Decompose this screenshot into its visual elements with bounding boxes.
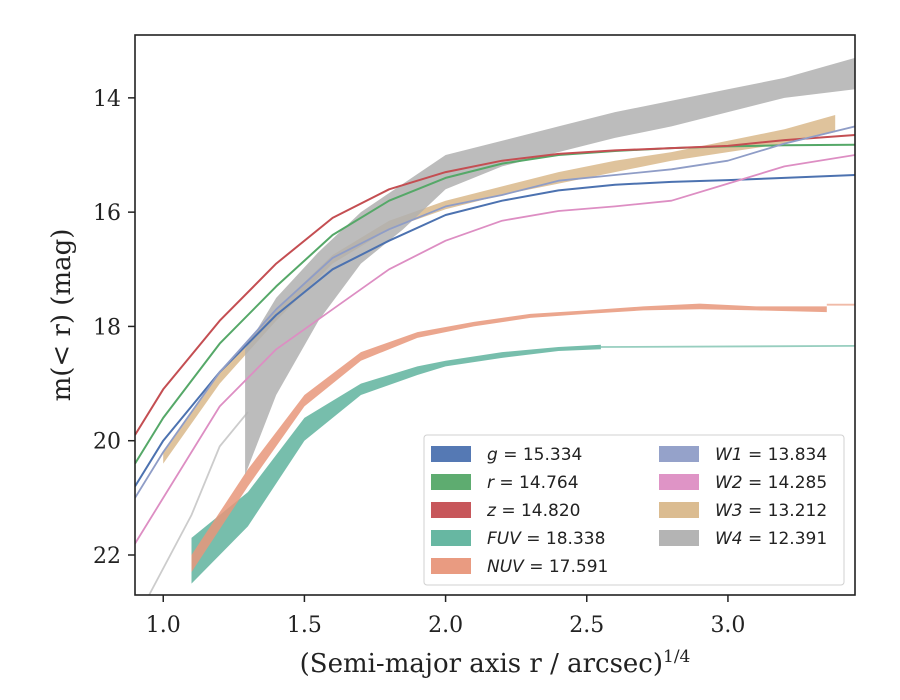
x-tick-label: 1.0 [146, 613, 181, 638]
x-axis-label: (Semi-major axis r / arcsec)1/4 [300, 647, 691, 679]
x-axis-ticks: 1.0 1.5 2.0 2.5 3.0 [146, 595, 745, 638]
y-tick-label: 16 [93, 201, 121, 226]
series-fuv-band [191, 344, 601, 584]
y-tick-label: 20 [93, 430, 121, 455]
legend-label-w2: W2 = 14.285 [715, 473, 827, 493]
series-z-line [135, 134, 855, 436]
legend-swatch-g [431, 446, 471, 462]
y-tick-label: 22 [93, 544, 121, 569]
y-axis-label: m(< r) (mag) [47, 229, 77, 402]
x-tick-label: 1.5 [287, 613, 322, 638]
legend-swatch-nuv [431, 558, 471, 574]
legend-swatch-z [431, 502, 471, 518]
legend-label-r: r = 14.764 [487, 473, 579, 493]
y-tick-label: 18 [93, 315, 121, 340]
x-tick-label: 2.5 [569, 613, 604, 638]
legend-label-g: g = 15.334 [487, 445, 582, 465]
x-tick-label: 3.0 [710, 613, 745, 638]
series-w1-line [135, 125, 855, 499]
legend-swatch-r [431, 474, 471, 490]
legend-label-nuv: NUV = 17.591 [487, 557, 608, 577]
series-w2-line [135, 154, 855, 545]
legend-label-w3: W3 = 13.212 [715, 501, 827, 521]
series-fuv-extension [600, 345, 855, 348]
legend-label-w1: W1 = 13.834 [715, 445, 827, 465]
legend-swatch-w4 [659, 530, 699, 546]
legend-box [423, 434, 845, 586]
legend-swatch-fuv [431, 530, 471, 546]
legend-swatch-w1 [659, 446, 699, 462]
series-w4-extension [148, 411, 249, 595]
legend-label-w4: W4 = 12.391 [715, 529, 827, 549]
legend-swatch-w2 [659, 474, 699, 490]
series-w4-band [245, 57, 855, 475]
x-tick-label: 2.0 [428, 613, 463, 638]
plot-frame [134, 34, 856, 596]
legend-label-fuv: FUV = 18.338 [487, 529, 605, 549]
series-lines [135, 125, 855, 595]
legend-label-z: z = 14.820 [486, 501, 580, 521]
y-axis-ticks: 14 16 18 20 22 [93, 87, 135, 569]
legend-swatch-w3 [659, 502, 699, 518]
y-tick-label: 14 [93, 87, 121, 112]
legend: g = 15.334 r = 14.764 z = 14.820 FUV = 18.3… [423, 434, 845, 586]
